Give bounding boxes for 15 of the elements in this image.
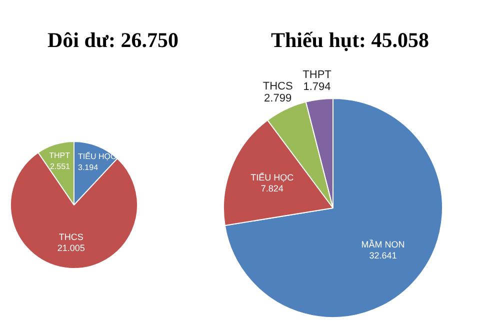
slice-label: THPT — [302, 68, 332, 81]
slice-label: THCS — [262, 80, 293, 92]
slice-label: TIỂU HỌC — [250, 171, 294, 182]
slice-label: MẦM NON — [361, 238, 405, 250]
data-label: 21.005 — [57, 242, 85, 253]
data-label: 2.799 — [264, 92, 292, 104]
slice-label: THPT — [49, 151, 70, 160]
data-label: 7.824 — [260, 183, 284, 194]
chart-title: Thiếu hụt: 45.058 — [270, 28, 430, 53]
slice-label: THCS — [58, 232, 84, 242]
data-label: 3.194 — [78, 163, 99, 172]
chart-title: Dôi dư: 26.750 — [46, 28, 180, 53]
data-label: 1.794 — [303, 80, 331, 93]
data-label: 2.551 — [50, 162, 71, 172]
data-label: 32.641 — [369, 250, 397, 261]
